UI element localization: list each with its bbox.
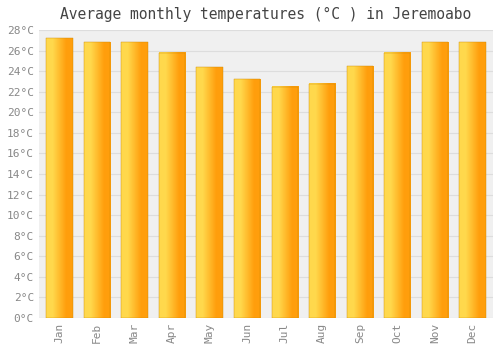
Bar: [309, 84, 336, 318]
Bar: [272, 86, 298, 318]
Bar: [234, 79, 260, 318]
Bar: [346, 66, 373, 318]
Bar: [122, 42, 148, 318]
Bar: [84, 42, 110, 318]
Bar: [384, 53, 410, 318]
Bar: [422, 42, 448, 318]
Title: Average monthly temperatures (°C ) in Jeremoabo: Average monthly temperatures (°C ) in Je…: [60, 7, 472, 22]
Bar: [196, 67, 223, 318]
Bar: [159, 53, 185, 318]
Bar: [460, 42, 485, 318]
Bar: [46, 38, 72, 318]
